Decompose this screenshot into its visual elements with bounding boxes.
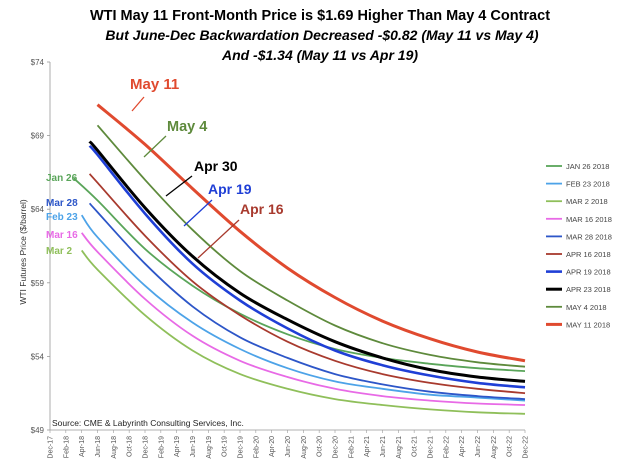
y-tick-label: $49 [31,426,45,435]
series-line-apr-19-2018 [88,145,526,389]
x-tick-label: Feb-19 [158,436,165,458]
chart-subtitle-line-1: But June-Dec Backwardation Decreased -$0… [105,27,538,43]
chart-title: WTI May 11 Front-Month Price is $1.69 Hi… [90,8,550,24]
y-tick-label: $64 [31,205,45,214]
legend-label-apr-23-2018: APR 23 2018 [566,285,611,294]
x-tick-label: Feb-21 [348,436,355,458]
x-tick-label: Apr-18 [79,436,86,457]
series-line-feb-23-2018 [80,214,526,402]
annotation-jan-26: Jan 26 [46,173,78,184]
annotation-arrow-apr-19 [183,199,213,227]
x-tick-label: Aug-22 [491,436,498,459]
series-layer [73,103,526,415]
x-tick-label: Aug-20 [301,436,308,459]
x-tick-label: Aug-19 [206,436,213,459]
x-tick-label: Oct-22 [507,436,514,457]
annotation-may-4: May 4 [167,119,207,135]
y-tick-label: $69 [31,132,45,141]
x-tick-label: Apr-20 [269,436,276,457]
x-tick-label: Jun-21 [380,436,387,458]
legend-label-mar-16-2018: MAR 16 2018 [566,215,612,224]
x-tick-label: Oct-20 [317,436,324,457]
annotation-mar-16: Mar 16 [46,230,78,241]
legend-label-mar-28-2018: MAR 28 2018 [566,232,612,241]
x-tick-label: Apr-22 [459,436,466,457]
x-tick-label: Jun-18 [95,436,102,458]
y-tick-label: $59 [31,279,45,288]
x-tick-label: Apr-19 [174,436,181,457]
series-line-may-11-2018 [96,103,526,363]
legend: JAN 26 2018 FEB 23 2018 MAR 2 2018 MAR 16 2… [546,162,612,329]
annotation-apr-16: Apr 16 [240,201,284,217]
x-tick-label: Apr-21 [364,436,371,457]
x-tick-label: Dec-22 [523,436,530,459]
y-axis-label: WTI Futures Price ($/barrel) [18,199,28,304]
y-tick-label: $54 [31,352,45,361]
legend-label-mar-2-2018: MAR 2 2018 [566,197,608,206]
x-tick-label: Feb-22 [443,436,450,458]
annotation-apr-30: Apr 30 [194,158,238,174]
series-line-mar-2-2018 [80,249,526,415]
legend-label-may-11-2018: MAY 11 2018 [566,320,610,329]
annotation-apr-19: Apr 19 [208,181,252,197]
x-tick-label: Dec-19 [238,436,245,459]
x-tick-label: Jun-20 [285,436,292,458]
y-tick-label: $74 [31,58,45,67]
axes: $49 $54 $59 $64 $69 $74 Dec-17 Feb-18 Apr-18 Jun-… [31,58,530,459]
series-line-apr-16-2018 [88,173,526,395]
x-tick-label: Jun-22 [475,436,482,458]
legend-label-feb-23-2018: FEB 23 2018 [566,180,610,189]
annotation-mar-2: Mar 2 [46,246,73,257]
legend-label-may-4-2018: MAY 4 2018 [566,303,607,312]
annotation-arrow-may-11 [131,96,145,112]
chart-source: Source: CME & Labyrinth Consulting Servi… [52,418,244,428]
series-line-mar-16-2018 [81,232,526,406]
annotation-arrow-apr-30 [165,175,193,197]
series-line-mar-28-2018 [88,202,526,400]
annotation-mar-28: Mar 28 [46,198,78,209]
x-tick-label: Dec-20 [333,436,340,459]
legend-label-jan-26-2018: JAN 26 2018 [566,162,609,171]
annotation-layer: May 11 May 4 Apr 30 Apr 19 Apr 16 Jan 26 Mar 2… [46,76,284,259]
x-tick-label: Dec-17 [48,436,55,459]
x-tick-label: Oct-19 [222,436,229,457]
x-tick-label: Feb-20 [253,436,260,458]
x-tick-label: Aug-18 [111,436,118,459]
x-tick-label: Oct-18 [127,436,134,457]
series-line-jan-26-2018 [73,177,526,372]
x-tick-label: Jun-19 [190,436,197,458]
chart-subtitle-line-2: And -$1.34 (May 11 vs Apr 19) [221,47,418,63]
legend-label-apr-16-2018: APR 16 2018 [566,250,611,259]
x-tick-label: Oct-21 [412,436,419,457]
annotation-feb-23: Feb 23 [46,212,78,223]
series-line-apr-23-2018 [88,140,526,383]
x-tick-label: Aug-21 [396,436,403,459]
legend-label-apr-19-2018: APR 19 2018 [566,268,611,277]
annotation-arrow-apr-16 [197,219,240,259]
x-tick-label: Dec-18 [143,436,150,459]
series-line-may-4-2018 [96,124,526,368]
x-tick-label: Dec-21 [428,436,435,459]
annotation-arrow-may-4 [143,135,167,158]
annotation-may-11: May 11 [130,76,179,93]
x-tick-label: Feb-18 [63,436,70,458]
